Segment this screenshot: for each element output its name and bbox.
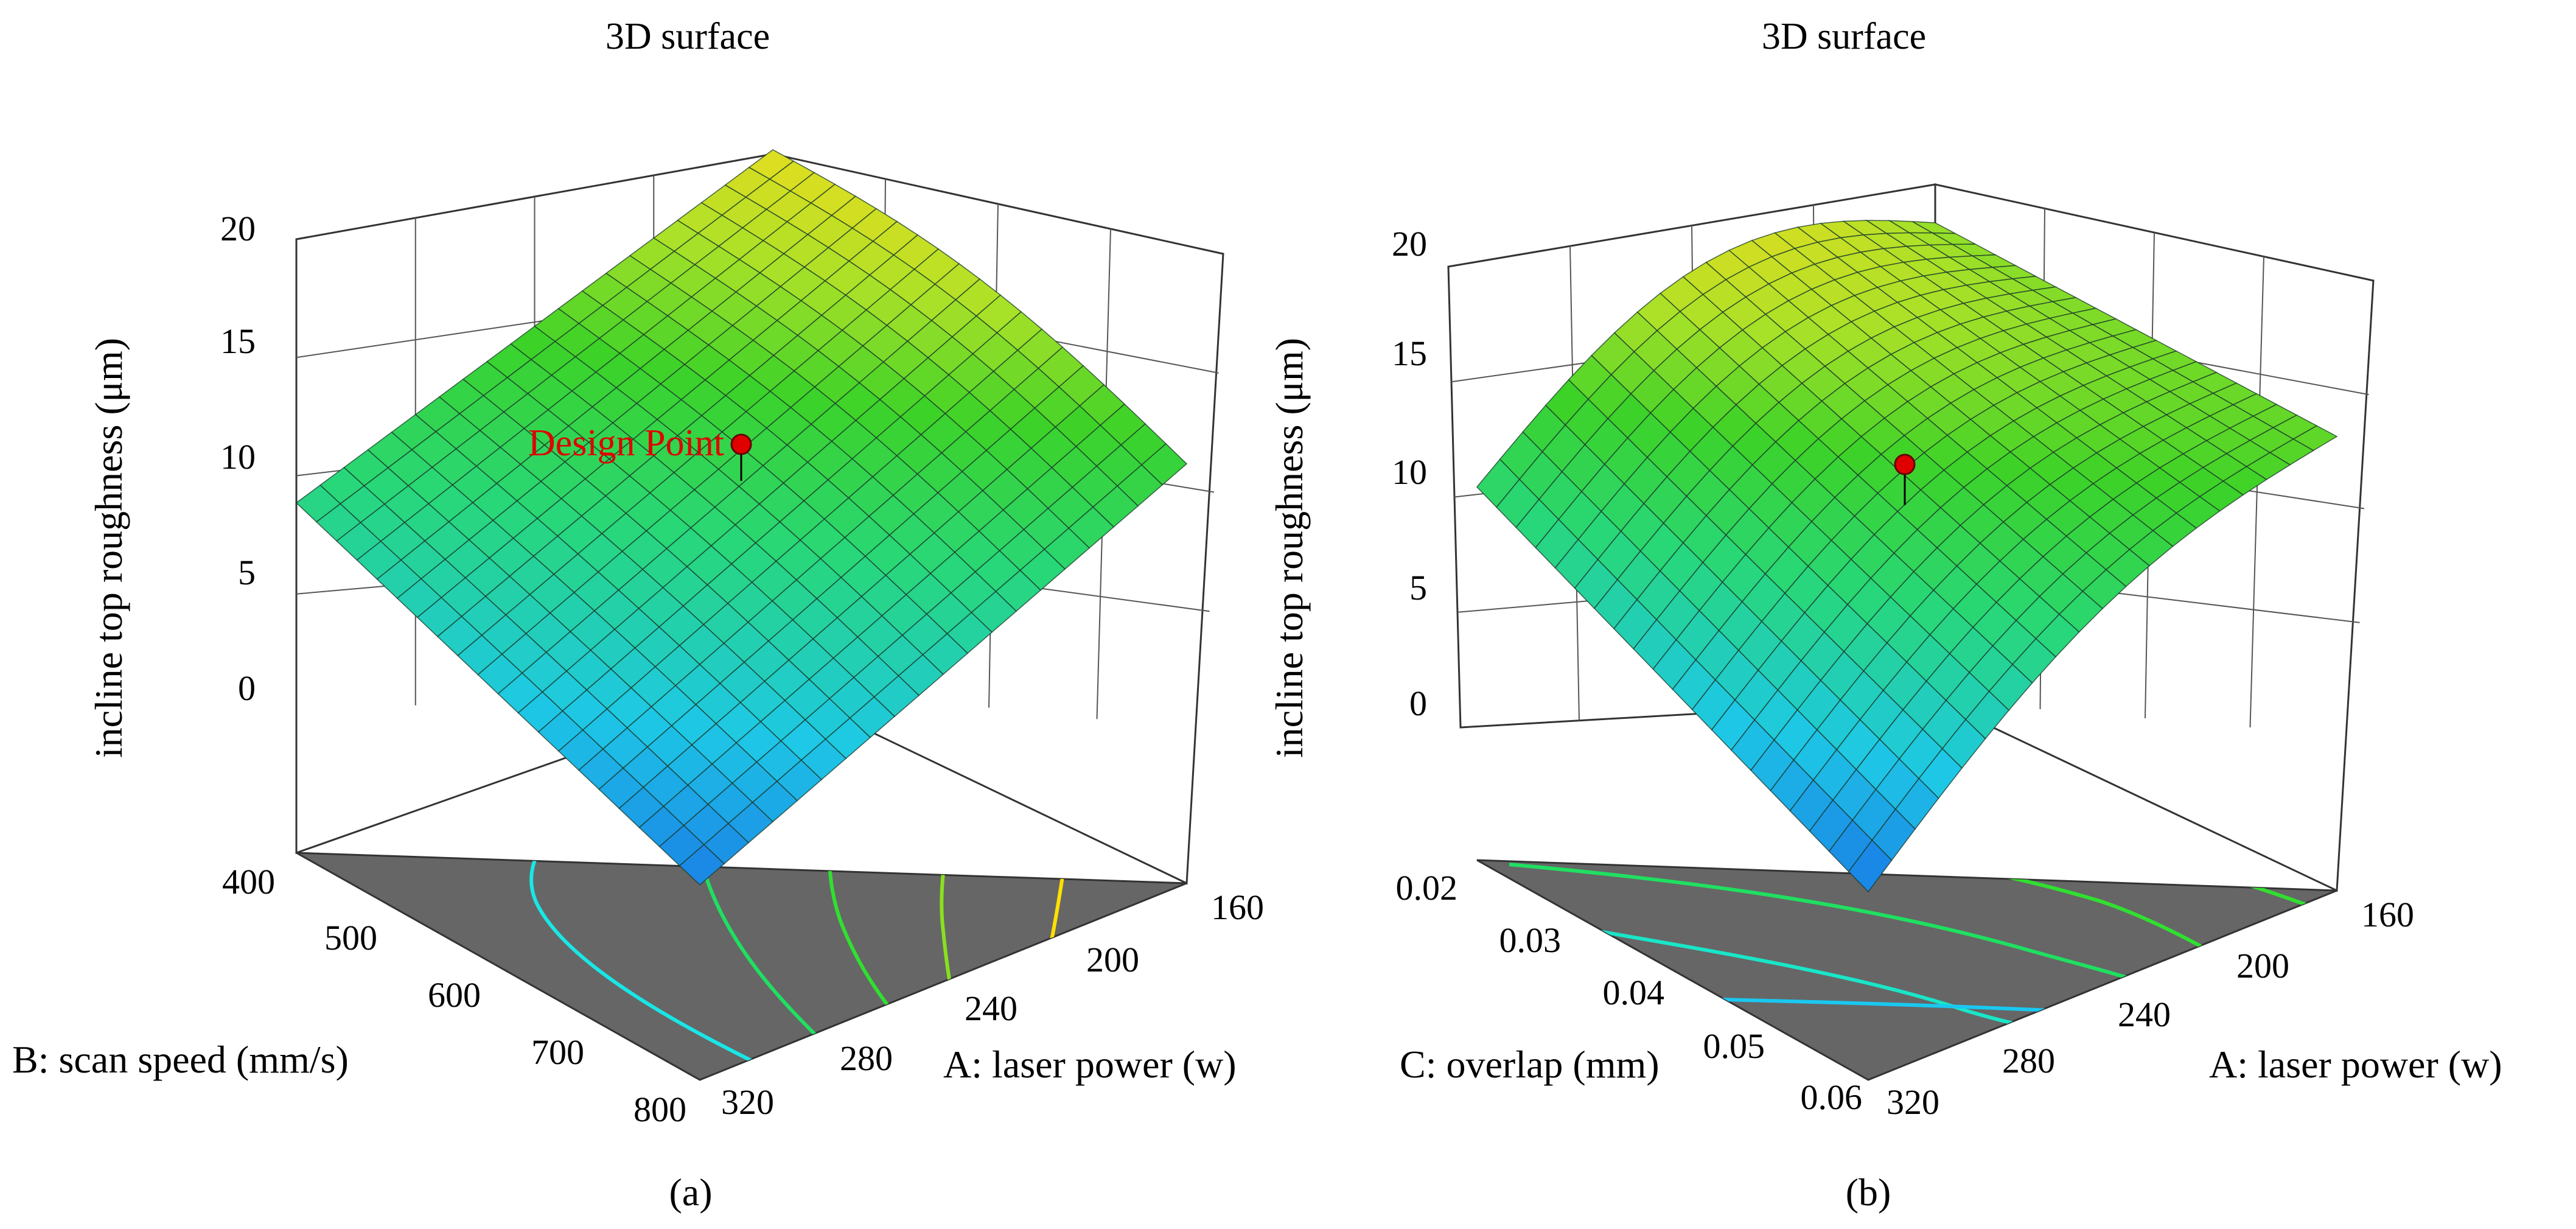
panel-a-z-ticks: 20 15 10 5 0 bbox=[220, 209, 256, 708]
a-tick-b-240: 240 bbox=[2118, 995, 2171, 1034]
surface-cell bbox=[1848, 839, 1893, 893]
b-tick-600: 600 bbox=[428, 975, 481, 1015]
b-tick-800: 800 bbox=[634, 1090, 686, 1129]
panel-b-caption: (b) bbox=[1846, 1171, 1891, 1214]
design-point-a-label: Design Point bbox=[528, 422, 724, 464]
contour-b-1 bbox=[1509, 863, 2155, 988]
c-tick-005: 0.05 bbox=[1703, 1026, 1765, 1066]
design-point-b-marker bbox=[1894, 453, 1916, 475]
z-tick-a-0: 0 bbox=[238, 668, 256, 708]
a-tick-b-200: 200 bbox=[2236, 946, 2289, 986]
a-tick-b-280: 280 bbox=[2002, 1041, 2055, 1080]
panel-a-floor bbox=[296, 852, 1187, 1081]
panel-a-a-label: A: laser power (w) bbox=[943, 1043, 1237, 1086]
design-point-a-marker bbox=[730, 433, 752, 455]
panel-b-a-label: A: laser power (w) bbox=[2209, 1043, 2502, 1086]
panel-b-c-ticks: 0.02 0.03 0.04 0.05 0.06 bbox=[1396, 868, 1863, 1117]
z-tick-a-5: 5 bbox=[238, 553, 256, 592]
a-tick-a-200: 200 bbox=[1086, 940, 1139, 979]
z-tick-a-15: 15 bbox=[220, 321, 256, 361]
panel-b: 3D surface 20 15 10 5 0 incline top roug… bbox=[1268, 16, 2502, 1214]
a-tick-b-320: 320 bbox=[1887, 1082, 1939, 1122]
z-tick-b-20: 20 bbox=[1392, 224, 1427, 264]
panel-b-z-ticks: 20 15 10 5 0 bbox=[1392, 224, 1427, 723]
contour-a-3 bbox=[827, 853, 902, 1024]
panel-b-z-label: incline top roughness (μm) bbox=[1268, 338, 1311, 758]
contour-a-1 bbox=[529, 853, 762, 1067]
c-tick-002: 0.02 bbox=[1396, 868, 1458, 908]
a-tick-a-160: 160 bbox=[1211, 888, 1264, 927]
b-tick-400: 400 bbox=[222, 862, 275, 902]
surface-cell bbox=[679, 844, 725, 886]
panel-a-caption: (a) bbox=[669, 1171, 712, 1214]
z-tick-b-0: 0 bbox=[1409, 684, 1427, 723]
c-tick-003: 0.03 bbox=[1499, 920, 1562, 960]
gridline bbox=[2249, 256, 2264, 728]
panel-b-floor bbox=[1476, 859, 2337, 1081]
z-tick-b-15: 15 bbox=[1392, 334, 1427, 373]
panel-b-title: 3D surface bbox=[1762, 16, 1926, 57]
b-tick-500: 500 bbox=[324, 918, 377, 958]
panel-a-surface bbox=[295, 149, 1188, 886]
panel-b-a-ticks: 160 200 240 280 320 bbox=[1887, 895, 2414, 1122]
panel-a-z-label: incline top roughness (μm) bbox=[87, 338, 130, 758]
contour-a-4 bbox=[940, 853, 957, 999]
panel-b-surface bbox=[1476, 220, 2338, 893]
panel-a-a-ticks: 160 200 240 280 320 bbox=[721, 888, 1264, 1122]
z-tick-b-5: 5 bbox=[1409, 568, 1427, 607]
a-tick-a-240: 240 bbox=[965, 989, 1017, 1028]
a-tick-a-280: 280 bbox=[840, 1038, 893, 1078]
a-tick-b-160: 160 bbox=[2361, 895, 2414, 934]
c-tick-006: 0.06 bbox=[1801, 1077, 1863, 1117]
panel-a-b-label: B: scan speed (mm/s) bbox=[12, 1038, 349, 1081]
panel-b-c-label: C: overlap (mm) bbox=[1400, 1043, 1660, 1086]
b-tick-700: 700 bbox=[531, 1032, 584, 1072]
a-tick-a-320: 320 bbox=[721, 1082, 774, 1122]
panel-a-b-ticks: 400 500 600 700 800 bbox=[222, 862, 686, 1129]
panel-a: 3D surface Design Point 20 15 10 5 0 bbox=[12, 16, 1264, 1214]
z-tick-b-10: 10 bbox=[1392, 452, 1427, 492]
c-tick-004: 0.04 bbox=[1603, 973, 1665, 1012]
z-tick-a-20: 20 bbox=[220, 209, 256, 248]
panel-a-title: 3D surface bbox=[606, 16, 770, 57]
z-tick-a-10: 10 bbox=[220, 437, 256, 477]
